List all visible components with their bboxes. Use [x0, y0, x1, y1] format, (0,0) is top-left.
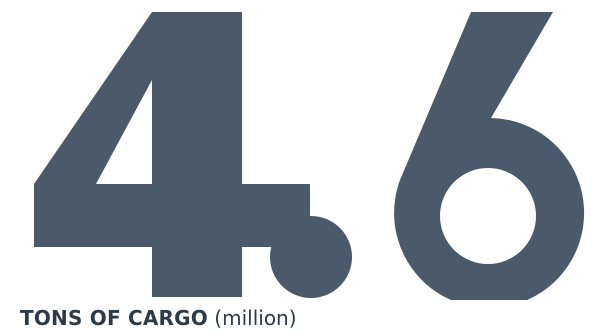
caption-label: TONS OF CARGO [20, 306, 208, 330]
stat-number-graphic [34, 12, 585, 300]
digit-six [394, 12, 585, 300]
stat-caption: TONS OF CARGO (million) [20, 306, 297, 330]
decimal-point [270, 216, 352, 298]
digit-four [34, 12, 310, 297]
caption-unit: (million) [207, 306, 297, 330]
